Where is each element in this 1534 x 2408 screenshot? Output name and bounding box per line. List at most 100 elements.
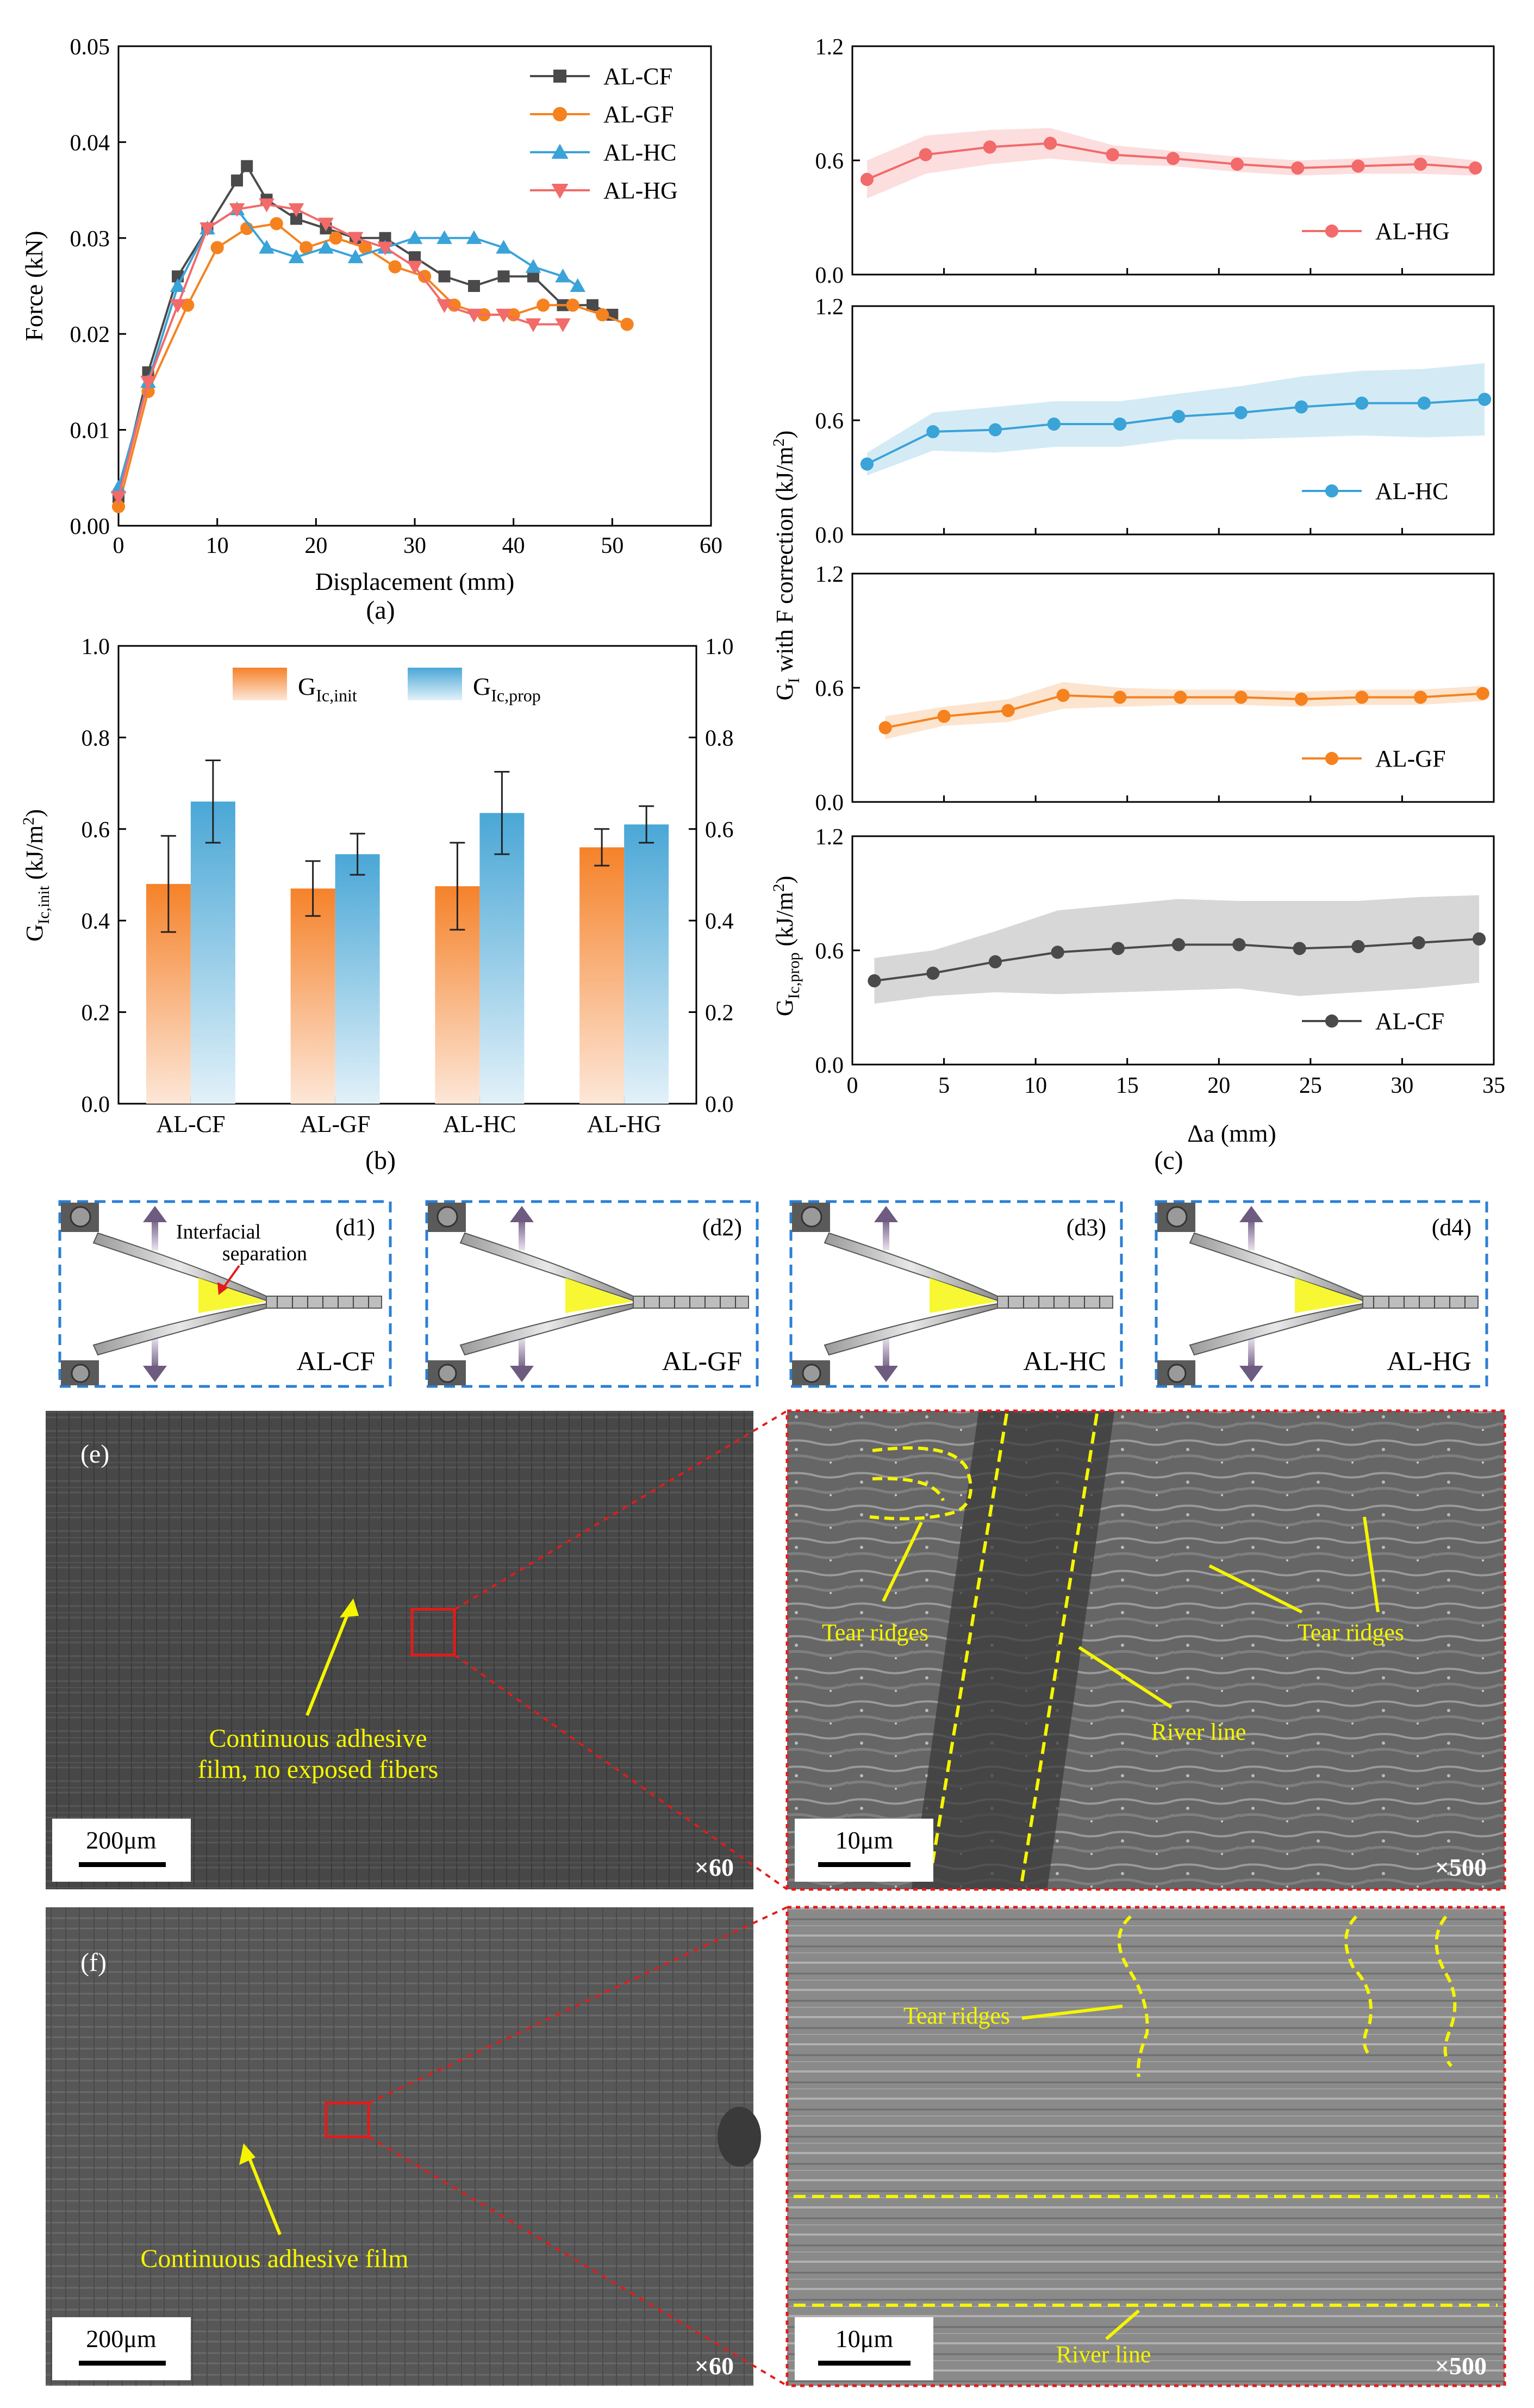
data-point bbox=[1469, 161, 1482, 175]
series-line-AL-HG bbox=[117, 203, 563, 497]
data-point bbox=[496, 240, 512, 254]
data-point bbox=[270, 217, 283, 231]
sem-image-high-mag bbox=[787, 1907, 1505, 2386]
legend-label-init: GIc,init bbox=[298, 673, 357, 705]
data-point bbox=[1001, 704, 1015, 718]
data-point bbox=[110, 491, 127, 505]
pin-bottom bbox=[1167, 1364, 1187, 1383]
scale-bar-label: 10μm bbox=[835, 2325, 894, 2353]
category-label: AL-CF bbox=[156, 1111, 225, 1137]
annotation-arrowhead bbox=[217, 1282, 228, 1295]
data-point bbox=[1166, 152, 1180, 165]
data-point bbox=[1047, 417, 1061, 431]
data-point bbox=[988, 423, 1002, 437]
y-tick-label: 0.02 bbox=[70, 322, 110, 347]
sem-image-low-mag bbox=[46, 1411, 753, 1889]
y-tick-label: 0.01 bbox=[70, 419, 110, 444]
data-point bbox=[1355, 690, 1369, 704]
data-point bbox=[868, 974, 881, 988]
series-line-AL-GF bbox=[117, 222, 628, 507]
data-point bbox=[318, 217, 334, 232]
data-point bbox=[1294, 692, 1308, 706]
data-point bbox=[1417, 396, 1431, 410]
data-point bbox=[1111, 942, 1125, 955]
x-tick-label: 0 bbox=[113, 533, 124, 558]
x-tick-label: 60 bbox=[700, 533, 722, 558]
subplot-AL-HG: 0.0 0.6 1.2 AL-HG bbox=[815, 35, 1495, 288]
data-point bbox=[231, 174, 243, 186]
data-point bbox=[436, 230, 452, 244]
data-point bbox=[1294, 400, 1308, 414]
sem-panel-label: (e) bbox=[80, 1440, 109, 1469]
scale-bar bbox=[79, 1862, 166, 1867]
scale-bar-label: 10μm bbox=[835, 1826, 894, 1854]
y-tick-label: 1.2 bbox=[815, 295, 844, 320]
subplot-AL-GF: 0.0 0.6 1.2 AL-GF bbox=[815, 562, 1495, 816]
sem-image-high-mag bbox=[787, 1411, 1505, 1889]
schematic-name: AL-CF bbox=[297, 1346, 375, 1376]
data-point bbox=[551, 184, 569, 199]
sem-panel-f: (f) Continuous adhesive film 200μm ×60 T… bbox=[46, 1906, 1506, 2387]
y-tick-label: 1.2 bbox=[815, 825, 844, 850]
data-point bbox=[1051, 945, 1064, 959]
data-point bbox=[1412, 936, 1425, 950]
legend-label: AL-HC bbox=[603, 139, 676, 166]
x-tick-label: 5 bbox=[938, 1073, 950, 1098]
y-tick-label: 0.6 bbox=[815, 149, 844, 174]
tear-ridge-outline-2 bbox=[1344, 1915, 1373, 2057]
legend-label: AL-GF bbox=[603, 101, 674, 128]
load-arrowhead-down bbox=[143, 1366, 167, 1382]
sem-panel-e: (e) Continuous adhesive film, no exposed… bbox=[46, 1409, 1506, 1891]
data-point bbox=[587, 299, 598, 312]
schematic-AL-HG: (d4) AL-HG bbox=[1155, 1200, 1488, 1388]
data-point bbox=[347, 249, 364, 264]
load-arrowhead-down bbox=[510, 1366, 534, 1382]
data-point bbox=[1230, 157, 1244, 171]
schematic-label: (d3) bbox=[1067, 1214, 1106, 1241]
load-arrow-down bbox=[519, 1337, 525, 1370]
bar-AL-GF bbox=[290, 888, 335, 1104]
y-tick-label-right: 0.8 bbox=[705, 726, 734, 751]
data-point bbox=[111, 500, 126, 513]
data-point bbox=[468, 280, 480, 292]
scale-bar-label: 200μm bbox=[86, 2325, 157, 2353]
data-point bbox=[1172, 938, 1186, 951]
load-arrowhead-up bbox=[143, 1206, 167, 1222]
y-tick-label: 0.05 bbox=[70, 35, 110, 60]
data-point bbox=[1414, 157, 1427, 171]
arrow-tear-right-1 bbox=[1208, 1564, 1303, 1614]
y-tick-label: 1.2 bbox=[815, 562, 844, 587]
data-point bbox=[140, 376, 156, 390]
y-tick-label: 0.0 bbox=[815, 1053, 844, 1078]
y-axis-label-left: GIc,init (kJ/m2) bbox=[20, 809, 53, 941]
data-point bbox=[438, 270, 451, 283]
data-point bbox=[407, 230, 423, 244]
data-point bbox=[181, 298, 195, 312]
data-point bbox=[1172, 409, 1186, 424]
scale-bar bbox=[818, 2361, 911, 2366]
bar-AL-GF bbox=[335, 854, 380, 1104]
pin-top bbox=[70, 1206, 91, 1228]
data-point bbox=[552, 107, 568, 122]
data-point bbox=[259, 198, 275, 213]
fracture-zone bbox=[1295, 1278, 1363, 1313]
y-axis-label: Force (kN) bbox=[20, 231, 48, 341]
scale-bar bbox=[818, 1862, 911, 1867]
data-point bbox=[926, 966, 940, 980]
bar-AL-CF bbox=[190, 801, 235, 1104]
sem-caption-line2: film, no exposed fibers bbox=[198, 1755, 439, 1784]
data-point bbox=[329, 231, 342, 245]
arrow-river bbox=[1078, 1646, 1173, 1709]
y-tick-label: 0.0 bbox=[815, 263, 844, 288]
x-tick-label: 30 bbox=[403, 533, 426, 558]
data-point bbox=[388, 260, 402, 273]
data-point bbox=[860, 172, 874, 186]
dark-fiber-band bbox=[911, 1411, 1115, 1889]
y-tick-label-right: 0.0 bbox=[705, 1092, 734, 1117]
pin-bottom bbox=[438, 1364, 457, 1383]
y-tick-label-left: 0.4 bbox=[82, 909, 110, 934]
arrow-tear-right-2 bbox=[1363, 1516, 1380, 1613]
data-point bbox=[1234, 406, 1248, 420]
legend-swatch-prop bbox=[408, 668, 462, 700]
data-point bbox=[290, 213, 302, 225]
